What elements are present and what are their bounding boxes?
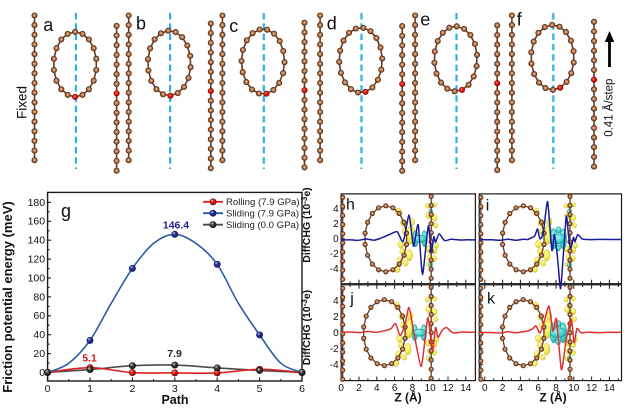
svg-text:Z (Å): Z (Å) [539,390,566,405]
svg-text:DiffCHG (10-3e): DiffCHG (10-3e) [300,187,313,262]
svg-text:100: 100 [28,272,46,284]
svg-text:Z (Å): Z (Å) [394,390,421,405]
svg-text:2: 2 [333,219,339,230]
svg-text:g: g [61,201,71,221]
svg-text:2: 2 [333,312,339,323]
svg-text:-2: -2 [330,249,339,260]
svg-text:-2: -2 [330,344,339,355]
svg-text:60: 60 [33,310,45,322]
svg-text:DiffCHG (10-3e): DiffCHG (10-3e) [300,290,313,365]
svg-text:10: 10 [425,383,437,394]
svg-text:0: 0 [45,383,51,395]
svg-text:Rolling (7.9 GPa): Rolling (7.9 GPa) [226,197,300,208]
svg-text:-4: -4 [330,360,339,371]
svg-text:8: 8 [553,383,559,394]
svg-text:Sliding (7.9 GPa): Sliding (7.9 GPa) [226,209,299,220]
svg-text:5: 5 [257,383,263,395]
svg-text:b: b [136,14,146,34]
svg-text:k: k [487,291,496,308]
svg-text:10: 10 [568,383,580,394]
svg-text:h: h [346,197,355,214]
svg-text:Path: Path [161,393,188,407]
svg-text:12: 12 [586,383,598,394]
svg-text:5.1: 5.1 [82,353,97,365]
svg-text:2: 2 [500,383,506,394]
svg-text:Sliding (0.0 GPa): Sliding (0.0 GPa) [226,220,299,231]
svg-text:20: 20 [33,348,45,360]
svg-text:6: 6 [299,383,305,395]
svg-text:146.4: 146.4 [163,220,189,232]
svg-text:2: 2 [356,383,362,394]
svg-text:Friction potential energy (meV: Friction potential energy (meV) [0,201,15,392]
svg-text:4: 4 [374,383,380,394]
svg-text:40: 40 [33,329,45,341]
svg-text:160: 160 [28,216,46,228]
svg-text:6: 6 [392,383,398,394]
svg-text:4: 4 [518,383,524,394]
svg-text:d: d [327,14,337,34]
svg-text:140: 140 [28,235,46,247]
svg-text:0: 0 [333,328,339,339]
svg-text:1: 1 [87,383,93,395]
svg-text:6: 6 [535,383,541,394]
svg-text:0.41 Å/step: 0.41 Å/step [603,79,616,137]
svg-text:a: a [43,15,54,35]
svg-text:80: 80 [33,291,45,303]
svg-text:12: 12 [442,383,454,394]
svg-text:14: 14 [460,383,472,394]
svg-text:Fixed: Fixed [15,86,30,119]
svg-text:120: 120 [28,254,46,266]
svg-text:7.9: 7.9 [167,348,182,360]
svg-text:0: 0 [338,383,344,394]
svg-text:0: 0 [482,383,488,394]
svg-text:0: 0 [333,234,339,245]
svg-text:4: 4 [333,296,339,307]
svg-text:8: 8 [410,383,416,394]
svg-text:e: e [420,9,430,29]
svg-text:4: 4 [333,204,339,215]
svg-text:2: 2 [129,383,135,395]
svg-text:j: j [349,291,354,308]
svg-text:0: 0 [39,367,45,379]
svg-text:c: c [229,16,238,36]
svg-text:4: 4 [214,383,220,395]
svg-text:-4: -4 [330,264,339,275]
svg-text:180: 180 [28,197,46,209]
svg-text:i: i [486,198,490,215]
svg-text:14: 14 [604,383,616,394]
svg-text:3: 3 [172,383,178,395]
svg-text:f: f [517,9,523,29]
